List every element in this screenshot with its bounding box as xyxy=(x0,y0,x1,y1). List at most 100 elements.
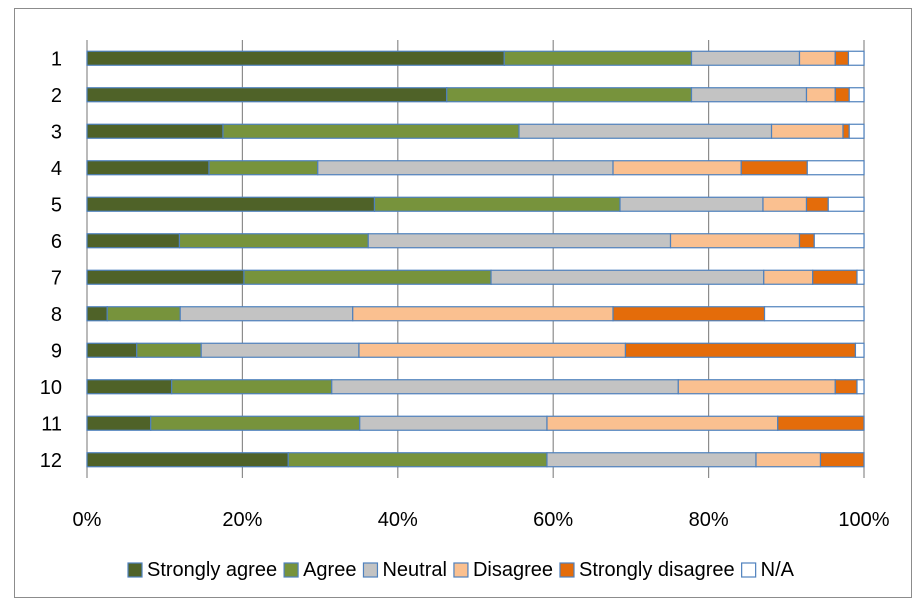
bar-row-2-neutral xyxy=(690,87,808,103)
bar-row-6-strongly-agree xyxy=(86,233,181,249)
y-tick-label: 11 xyxy=(41,413,62,435)
bar-row-1-strongly-disagree xyxy=(834,50,850,66)
y-tick-label: 8 xyxy=(51,304,62,326)
bar-row-1-neutral xyxy=(690,50,801,66)
bar-row-12-neutral xyxy=(546,452,757,468)
bar-row-12-strongly-agree xyxy=(86,452,289,468)
bar-row-3-strongly-agree xyxy=(86,123,224,139)
bar-row-8-strongly-agree xyxy=(86,306,108,322)
bar-row-7-disagree xyxy=(763,269,814,285)
x-tick-label: 20% xyxy=(222,509,262,531)
bar-row-5-disagree xyxy=(762,196,808,212)
x-tick-labels: 0% 20% 40% 60% 80% 100% xyxy=(73,509,890,531)
bar-row-9-disagree xyxy=(358,342,627,358)
bar-row-9-strongly-agree xyxy=(86,342,138,358)
y-tick-label: 5 xyxy=(51,194,62,216)
bar-row-11-neutral xyxy=(359,415,548,431)
bar-row-2-n-a xyxy=(848,87,865,103)
y-tick-label: 9 xyxy=(51,340,62,362)
x-tick-label: 80% xyxy=(689,509,729,531)
bar-row-2-strongly-disagree xyxy=(834,87,850,103)
bar-row-5-neutral xyxy=(619,196,764,212)
bar-row-7-n-a xyxy=(856,269,865,285)
legend-label-agree: Agree xyxy=(303,559,356,581)
bar-row-7-strongly-disagree xyxy=(812,269,858,285)
y-tick-label: 1 xyxy=(51,48,62,70)
x-tick-label: 60% xyxy=(533,509,573,531)
bar-row-3-n-a xyxy=(848,123,865,139)
y-tick-label: 12 xyxy=(40,450,62,472)
bar-row-2-disagree xyxy=(805,87,836,103)
bar-row-8-agree xyxy=(106,306,181,322)
bar-row-1-disagree xyxy=(798,50,836,66)
legend-label-neutral: Neutral xyxy=(382,559,446,581)
bar-row-3-neutral xyxy=(518,123,773,139)
legend-swatch-neutral xyxy=(362,562,379,578)
bar-row-9-neutral xyxy=(200,342,360,358)
bar-row-1-strongly-agree xyxy=(86,50,505,66)
bar-row-12-strongly-disagree xyxy=(819,452,865,468)
bar-row-8-disagree xyxy=(352,306,614,322)
gridlines xyxy=(86,40,865,478)
bar-row-2-agree xyxy=(446,87,693,103)
bar-row-4-agree xyxy=(208,160,319,176)
bar-row-1-n-a xyxy=(847,50,865,66)
legend-swatch-disagree xyxy=(453,562,469,578)
bar-row-9-n-a xyxy=(854,342,865,358)
bars xyxy=(86,50,865,468)
bar-row-6-strongly-disagree xyxy=(798,233,815,249)
bar-row-5-n-a xyxy=(827,196,865,212)
bar-row-5-strongly-agree xyxy=(86,196,376,212)
bar-row-6-neutral xyxy=(367,233,672,249)
bar-row-11-strongly-agree xyxy=(86,415,152,431)
bar-row-3-agree xyxy=(222,123,520,139)
bar-row-4-strongly-disagree xyxy=(740,160,808,176)
legend-swatch-n-a xyxy=(741,562,757,578)
bar-row-9-strongly-disagree xyxy=(624,342,857,358)
y-tick-label: 7 xyxy=(51,267,62,289)
bar-row-6-agree xyxy=(178,233,369,249)
x-tick-label: 100% xyxy=(838,509,889,531)
bar-row-3-disagree xyxy=(770,123,844,139)
bar-row-10-neutral xyxy=(331,379,679,395)
bar-row-11-strongly-disagree xyxy=(777,415,865,431)
legend: Strongly agree Agree Neutral Disagree Strong… xyxy=(127,559,795,581)
bar-row-2-strongly-agree xyxy=(86,87,448,103)
bar-row-6-disagree xyxy=(669,233,801,249)
legend-swatch-agree xyxy=(283,562,299,578)
x-tick-label: 40% xyxy=(378,509,418,531)
bar-row-11-disagree xyxy=(546,415,779,431)
legend-label-strongly-disagree: Strongly disagree xyxy=(579,559,735,581)
legend-swatch-strongly-agree xyxy=(127,562,143,578)
bar-row-12-agree xyxy=(287,452,548,468)
bar-row-8-n-a xyxy=(763,306,865,322)
bar-row-9-agree xyxy=(136,342,202,358)
bar-row-12-disagree xyxy=(755,452,822,468)
bar-row-10-strongly-disagree xyxy=(834,379,858,395)
bar-row-7-agree xyxy=(243,269,492,285)
legend-swatch-strongly-disagree xyxy=(559,562,575,578)
bar-row-4-disagree xyxy=(612,160,742,176)
bar-row-8-neutral xyxy=(179,306,354,322)
bar-row-11-agree xyxy=(150,415,361,431)
bar-row-10-strongly-agree xyxy=(86,379,173,395)
bar-row-7-strongly-agree xyxy=(86,269,245,285)
y-tick-label: 3 xyxy=(51,121,62,143)
bar-row-10-disagree xyxy=(677,379,836,395)
legend-label-n-a: N/A xyxy=(761,559,795,581)
y-tick-label: 6 xyxy=(51,231,62,253)
bar-row-4-neutral xyxy=(317,160,614,176)
chart-area xyxy=(14,8,912,598)
bar-row-4-n-a xyxy=(806,160,865,176)
bar-row-6-n-a xyxy=(813,233,865,249)
bar-row-8-strongly-disagree xyxy=(612,306,766,322)
bar-row-5-strongly-disagree xyxy=(805,196,829,212)
bar-row-5-agree xyxy=(373,196,621,212)
legend-label-disagree: Disagree xyxy=(473,559,553,581)
bar-row-7-neutral xyxy=(490,269,765,285)
legend-label-strongly-agree: Strongly agree xyxy=(147,559,277,581)
bar-row-4-strongly-agree xyxy=(86,160,210,176)
y-tick-label: 10 xyxy=(40,377,62,399)
